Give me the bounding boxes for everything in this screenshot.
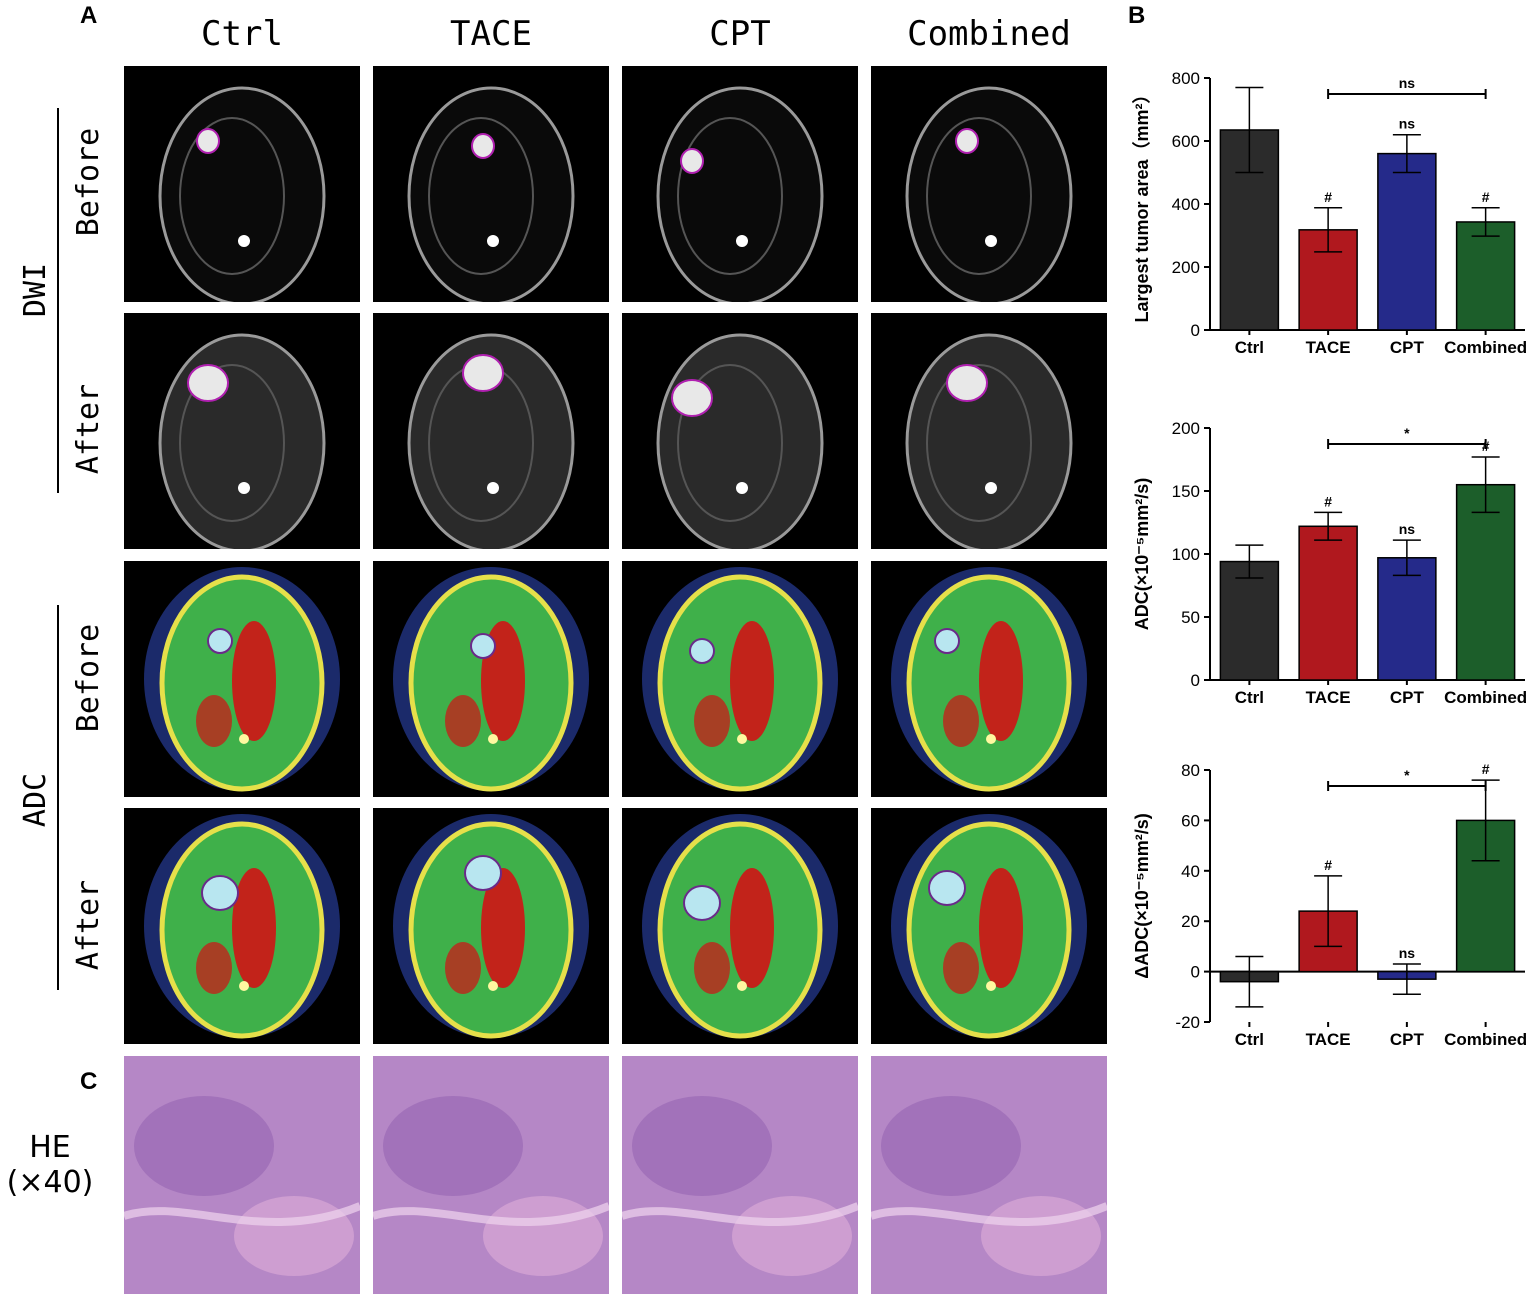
category-label: TACE [1306, 688, 1351, 707]
significance-mark: # [1482, 761, 1490, 777]
bracket-label: * [1404, 767, 1410, 783]
y-axis-label: Largest tumor area（mm²） [1132, 85, 1152, 322]
significance-mark: # [1482, 189, 1490, 205]
y-tick-label: 0 [1191, 671, 1200, 690]
panel-letter-a: A [80, 2, 98, 29]
image-dwi-before-cpt [622, 66, 858, 302]
image-dwi-after-ctrl [124, 313, 360, 549]
group-label-dwi: DWI [18, 262, 53, 318]
row-label-dwi-after: After [71, 383, 106, 475]
chart-delta-adc: -20 0 20 40 60 80 ΔADC(×10⁻⁵mm²/s) Ctrl # TACE ns C… [1120, 752, 1530, 1067]
image-adc-after-cpt [622, 808, 858, 1044]
y-axis-label: ADC(×10⁻⁵mm²/s) [1132, 478, 1152, 631]
image-adc-after-ctrl [124, 808, 360, 1044]
image-adc-after-tace [373, 808, 609, 1044]
significance-mark: # [1324, 857, 1332, 873]
panel-letter-c: C [80, 1068, 98, 1095]
significance-mark: # [1324, 189, 1332, 205]
bar-combined [1455, 483, 1516, 681]
category-label: Combined [1444, 338, 1527, 357]
column-header-tace: TACE [450, 14, 532, 54]
y-tick-label: 150 [1172, 482, 1200, 501]
image-he-cpt [622, 1056, 858, 1294]
y-tick-label: 600 [1172, 132, 1200, 151]
category-label: TACE [1306, 338, 1351, 357]
group-divider-adc [57, 605, 59, 990]
y-tick-label: 200 [1172, 258, 1200, 277]
y-tick-label: 200 [1172, 419, 1200, 438]
y-tick-label: 400 [1172, 195, 1200, 214]
category-label: Combined [1444, 688, 1527, 707]
he-label: HE (×40) [0, 1130, 100, 1200]
image-dwi-after-combined [871, 313, 1107, 549]
group-label-adc: ADC [18, 772, 53, 828]
y-tick-label: 50 [1181, 608, 1200, 627]
bar-combined [1455, 221, 1516, 331]
bracket-label: * [1404, 425, 1410, 441]
category-label: Combined [1444, 1030, 1527, 1049]
y-tick-label: 0 [1191, 963, 1200, 982]
y-tick-label: 800 [1172, 69, 1200, 88]
y-axis-label: ΔADC(×10⁻⁵mm²/s) [1132, 813, 1152, 978]
he-label-stain: HE [29, 1130, 71, 1165]
significance-mark: ns [1399, 521, 1416, 537]
image-he-combined [871, 1056, 1107, 1294]
panel-letter-b: B [1128, 2, 1146, 29]
significance-mark: # [1324, 493, 1332, 509]
column-header-cpt: CPT [709, 14, 771, 54]
y-tick-label: 20 [1181, 912, 1200, 931]
y-tick-label: -20 [1175, 1013, 1200, 1032]
bar-tace [1298, 525, 1358, 681]
chart-adc: 0 50 100 150 200 ADC(×10⁻⁵mm²/s) Ctrl # TACE ns CP… [1120, 410, 1530, 725]
category-label: CPT [1390, 1030, 1425, 1049]
category-label: Ctrl [1235, 1030, 1264, 1049]
bar-cpt [1377, 152, 1437, 331]
bracket-label: ns [1399, 75, 1416, 91]
y-tick-label: 80 [1181, 761, 1200, 780]
significance-mark: ns [1399, 945, 1416, 961]
row-label-adc-after: After [71, 879, 106, 971]
category-label: TACE [1306, 1030, 1351, 1049]
y-tick-label: 40 [1181, 862, 1200, 881]
row-label-dwi-before: Before [71, 127, 106, 237]
group-divider-dwi [57, 108, 59, 493]
y-tick-label: 60 [1181, 811, 1200, 830]
category-label: CPT [1390, 338, 1425, 357]
category-label: CPT [1390, 688, 1425, 707]
image-dwi-before-ctrl [124, 66, 360, 302]
image-adc-before-cpt [622, 561, 858, 797]
he-label-magnification: (×40) [6, 1165, 94, 1200]
column-header-ctrl: Ctrl [201, 14, 283, 54]
row-label-adc-before: Before [71, 623, 106, 733]
chart-tumor-area: 0 200 400 600 800 Largest tumor area（mm²） Ctrl… [1120, 60, 1530, 375]
image-he-ctrl [124, 1056, 360, 1294]
image-dwi-before-tace [373, 66, 609, 302]
bar-ctrl [1219, 560, 1280, 681]
image-dwi-after-tace [373, 313, 609, 549]
category-label: Ctrl [1235, 338, 1264, 357]
category-label: Ctrl [1235, 688, 1264, 707]
column-header-combined: Combined [907, 14, 1071, 54]
y-tick-label: 100 [1172, 545, 1200, 564]
image-dwi-before-combined [871, 66, 1107, 302]
y-tick-label: 0 [1191, 321, 1200, 340]
bar-cpt [1377, 557, 1437, 681]
significance-mark: ns [1399, 116, 1416, 132]
image-adc-before-combined [871, 561, 1107, 797]
image-adc-after-combined [871, 808, 1107, 1044]
image-dwi-after-cpt [622, 313, 858, 549]
image-adc-before-ctrl [124, 561, 360, 797]
image-adc-before-tace [373, 561, 609, 797]
image-he-tace [373, 1056, 609, 1294]
